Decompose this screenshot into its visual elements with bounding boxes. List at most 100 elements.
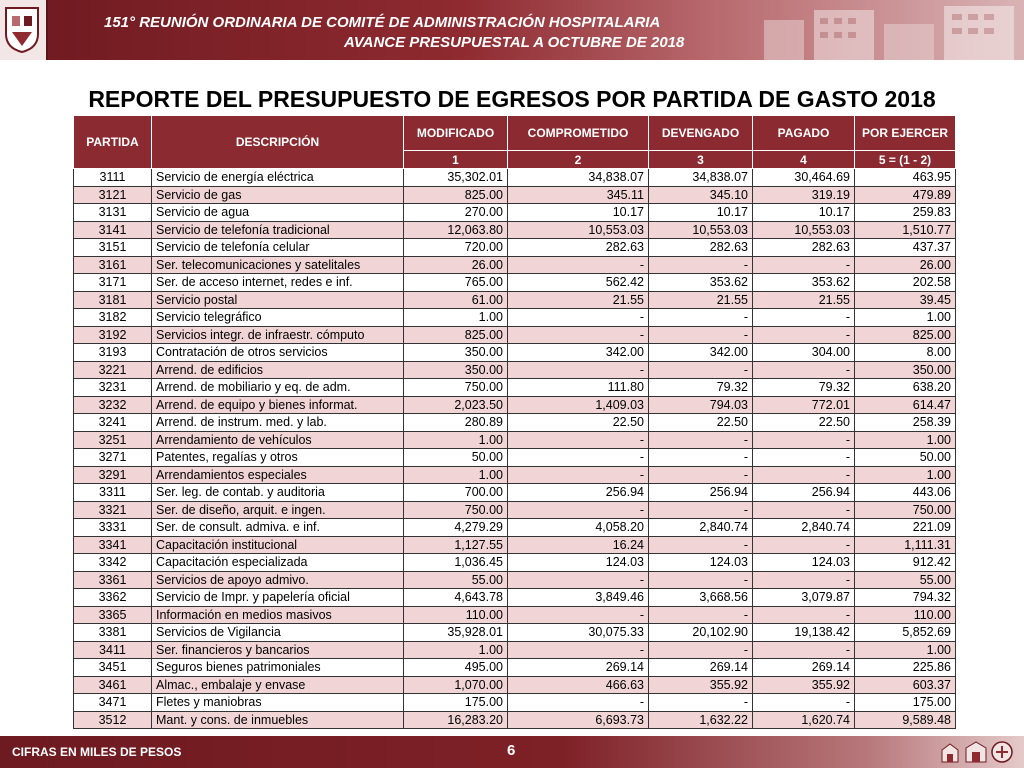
cell-pagado: 269.14 bbox=[752, 658, 855, 677]
cell-partida: 3193 bbox=[73, 343, 152, 362]
cell-modificado: 280.89 bbox=[403, 413, 508, 432]
cell-por-ejercer: 463.95 bbox=[854, 168, 956, 187]
cell-partida: 3192 bbox=[73, 325, 152, 344]
subheader-1: 1 bbox=[403, 150, 508, 169]
cell-pagado: 1,620.74 bbox=[752, 710, 855, 729]
cell-descripcion: Ser. de acceso internet, redes e inf. bbox=[151, 273, 404, 292]
cell-devengado: - bbox=[648, 640, 753, 659]
table-row: 3512 Mant. y cons. de inmuebles 16,283.20 6… bbox=[73, 710, 956, 729]
cell-descripcion: Ser. telecomunicaciones y satelitales bbox=[151, 255, 404, 274]
cell-devengado: 3,668.56 bbox=[648, 588, 753, 607]
cell-partida: 3362 bbox=[73, 588, 152, 607]
cell-partida: 3451 bbox=[73, 658, 152, 677]
table-row: 3362 Servicio de Impr. y papelería oficia… bbox=[73, 588, 956, 607]
cell-comprometido: - bbox=[507, 255, 649, 274]
cell-modificado: 270.00 bbox=[403, 203, 508, 222]
cell-partida: 3291 bbox=[73, 465, 152, 484]
currency-note: CIFRAS EN MILES DE PESOS bbox=[12, 745, 182, 759]
cell-devengado: 124.03 bbox=[648, 553, 753, 572]
cell-pagado: - bbox=[752, 640, 855, 659]
cell-por-ejercer: 221.09 bbox=[854, 518, 956, 537]
cell-descripcion: Almac., embalaje y envase bbox=[151, 675, 404, 694]
cell-descripcion: Seguros bienes patrimoniales bbox=[151, 658, 404, 677]
table-row: 3471 Fletes y maniobras 175.00- - -175.00 bbox=[73, 693, 956, 712]
cell-comprometido: - bbox=[507, 360, 649, 379]
cell-por-ejercer: 258.39 bbox=[854, 413, 956, 432]
cell-devengado: - bbox=[648, 693, 753, 712]
cell-por-ejercer: 1,510.77 bbox=[854, 220, 956, 239]
cell-partida: 3121 bbox=[73, 185, 152, 204]
cell-descripcion: Servicios de apoyo admivo. bbox=[151, 570, 404, 589]
cell-partida: 3141 bbox=[73, 220, 152, 239]
table-row: 3342 Capacitación especializada 1,036.45 12… bbox=[73, 553, 956, 572]
cell-pagado: 79.32 bbox=[752, 378, 855, 397]
cell-modificado: 825.00 bbox=[403, 185, 508, 204]
cell-descripcion: Ser. de consult. admiva. e inf. bbox=[151, 518, 404, 537]
cell-partida: 3241 bbox=[73, 413, 152, 432]
cell-pagado: - bbox=[752, 500, 855, 519]
cell-comprometido: - bbox=[507, 325, 649, 344]
cell-devengado: - bbox=[648, 465, 753, 484]
cell-pagado: 10.17 bbox=[752, 203, 855, 222]
header-descripcion: DESCRIPCIÓN bbox=[151, 115, 404, 169]
cell-por-ejercer: 202.58 bbox=[854, 273, 956, 292]
cell-pagado: - bbox=[752, 255, 855, 274]
institution-logos-icon bbox=[941, 741, 1013, 763]
cell-partida: 3512 bbox=[73, 710, 152, 729]
subheader-2: 2 bbox=[507, 150, 649, 169]
cell-modificado: 12,063.80 bbox=[403, 220, 508, 239]
table-row: 3321 Ser. de diseño, arquit. e ingen. 750.… bbox=[73, 500, 956, 519]
cell-partida: 3411 bbox=[73, 640, 152, 659]
cell-pagado: 3,079.87 bbox=[752, 588, 855, 607]
cell-pagado: - bbox=[752, 605, 855, 624]
cell-comprometido: 22.50 bbox=[507, 413, 649, 432]
table-row: 3111 Servicio de energía eléctrica 35,302.… bbox=[73, 168, 956, 187]
cell-devengado: 2,840.74 bbox=[648, 518, 753, 537]
table-row: 3271 Patentes, regalías y otros 50.00- - -50… bbox=[73, 448, 956, 467]
cell-comprometido: - bbox=[507, 605, 649, 624]
header-por-ejercer: POR EJERCER bbox=[854, 115, 956, 151]
cell-por-ejercer: 825.00 bbox=[854, 325, 956, 344]
header-banner: 151° REUNIÓN ORDINARIA DE COMITÉ DE ADMI… bbox=[0, 0, 1024, 60]
cell-comprometido: 4,058.20 bbox=[507, 518, 649, 537]
hospital-building-icon bbox=[764, 6, 1014, 60]
cell-descripcion: Arrend. de mobiliario y eq. de adm. bbox=[151, 378, 404, 397]
cell-por-ejercer: 175.00 bbox=[854, 693, 956, 712]
cell-comprometido: 256.94 bbox=[507, 483, 649, 502]
table-row: 3232 Arrend. de equipo y bienes informat.… bbox=[73, 395, 956, 414]
cell-comprometido: - bbox=[507, 308, 649, 327]
cell-comprometido: 30,075.33 bbox=[507, 623, 649, 642]
cell-pagado: - bbox=[752, 325, 855, 344]
cell-por-ejercer: 259.83 bbox=[854, 203, 956, 222]
cell-por-ejercer: 55.00 bbox=[854, 570, 956, 589]
cell-comprometido: 10,553.03 bbox=[507, 220, 649, 239]
cell-descripcion: Servicio telegráfico bbox=[151, 308, 404, 327]
cell-descripcion: Patentes, regalías y otros bbox=[151, 448, 404, 467]
cell-modificado: 2,023.50 bbox=[403, 395, 508, 414]
header-devengado: DEVENGADO bbox=[648, 115, 753, 151]
cell-pagado: - bbox=[752, 465, 855, 484]
table-row: 3361 Servicios de apoyo admivo. 55.00- - -55… bbox=[73, 570, 956, 589]
cell-devengado: - bbox=[648, 570, 753, 589]
table-row: 3193 Contratación de otros servicios 350.0… bbox=[73, 343, 956, 362]
budget-table: PARTIDA DESCRIPCIÓN MODIFICADO COMPROMET… bbox=[73, 115, 956, 729]
table-row: 3311 Ser. leg. de contab. y auditoria 700.… bbox=[73, 483, 956, 502]
cell-por-ejercer: 1,111.31 bbox=[854, 535, 956, 554]
cell-partida: 3161 bbox=[73, 255, 152, 274]
cell-devengado: 34,838.07 bbox=[648, 168, 753, 187]
cell-descripcion: Servicio de agua bbox=[151, 203, 404, 222]
cell-modificado: 55.00 bbox=[403, 570, 508, 589]
header-pagado: PAGADO bbox=[752, 115, 855, 151]
cell-comprometido: - bbox=[507, 448, 649, 467]
cell-comprometido: - bbox=[507, 570, 649, 589]
cell-devengado: - bbox=[648, 308, 753, 327]
cell-devengado: 355.92 bbox=[648, 675, 753, 694]
cell-comprometido: 3,849.46 bbox=[507, 588, 649, 607]
cell-descripcion: Arrendamientos especiales bbox=[151, 465, 404, 484]
cell-pagado: 22.50 bbox=[752, 413, 855, 432]
cell-por-ejercer: 1.00 bbox=[854, 308, 956, 327]
cell-modificado: 700.00 bbox=[403, 483, 508, 502]
cell-pagado: 256.94 bbox=[752, 483, 855, 502]
cell-partida: 3251 bbox=[73, 430, 152, 449]
cell-descripcion: Capacitación institucional bbox=[151, 535, 404, 554]
